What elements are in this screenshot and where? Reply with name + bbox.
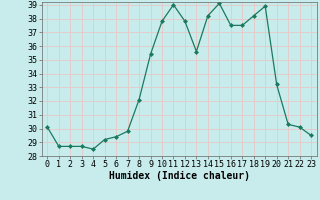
X-axis label: Humidex (Indice chaleur): Humidex (Indice chaleur): [109, 171, 250, 181]
